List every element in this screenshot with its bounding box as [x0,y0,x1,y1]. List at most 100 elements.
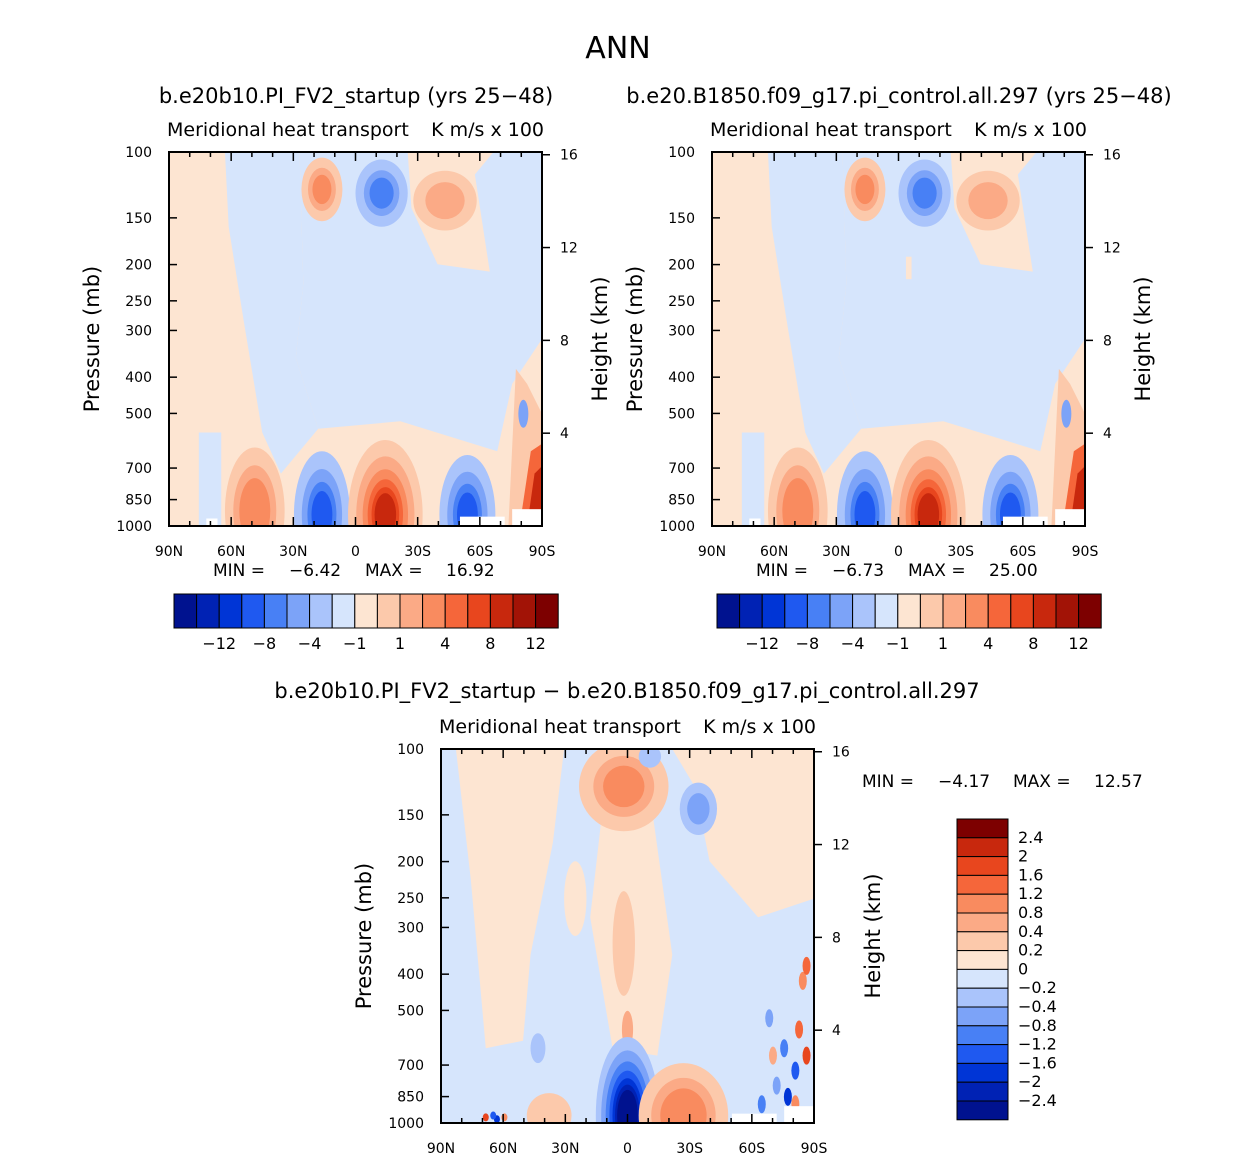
colorbar-box [956,837,1009,858]
colorbar-box [956,856,1009,876]
x-tick-label: 0 [894,544,903,560]
colorbar-box [512,593,537,629]
mid-negative-contour [530,1033,546,1064]
colorbar-label: 12 [525,634,545,653]
colorbar-label: 4 [440,634,450,653]
polar-noise-contour [791,1061,800,1080]
x-tick-label: 30N [551,1141,579,1157]
colorbar-label: 1 [938,634,948,653]
subtitle-left-1: Meridional heat transport [710,119,952,141]
colorbar-box [1032,593,1057,629]
y-axis-label-diff: Pressure (mb) [352,863,376,1010]
colorbar-box [956,1044,1009,1064]
polar-noise-contour [768,1046,777,1065]
colorbar-box [942,593,967,629]
y-tick-label: 250 [397,891,424,907]
colorbar-box [897,593,921,629]
y-tick-label: 850 [125,493,152,509]
y-tick-label: 100 [397,742,424,758]
panel-title-diff: b.e20b10.PI_FV2_startup − b.e20.B1850.f0… [274,679,979,704]
mid-positive-contour [612,891,635,996]
colorbar-box [956,1081,1009,1102]
colorbar-label: −0.4 [1018,997,1057,1016]
upper-negative-contour [369,177,394,209]
x-tick-label: 90N [155,544,183,560]
height-tick-label: 16 [1103,148,1121,164]
stats-max-value: 16.92 [446,561,495,581]
colorbar-box [1010,593,1034,629]
x-tick-label: 30N [279,544,307,560]
polar-noise-contour [802,956,811,975]
colorbar-box [444,593,469,629]
colorbar-box [874,593,899,629]
colorbar-label: −8 [253,634,277,653]
x-tick-label: 90N [427,1141,455,1157]
colorbar-box [956,1062,1009,1083]
terrain-mask [784,1106,814,1123]
terrain-mask [459,516,505,526]
colorbar-label: 12 [1068,634,1088,653]
colorbar-label: 2.4 [1018,828,1043,847]
colorbar-label: 2 [1018,847,1028,866]
x-tick-label: 90N [698,544,726,560]
x-tick-label: 90S [801,1141,828,1157]
colorbar-label: −2.4 [1018,1091,1057,1110]
height-tick-label: 12 [1103,241,1121,257]
polar-noise-contour [783,1087,792,1106]
y-tick-label: 150 [668,211,695,227]
x-tick-label: 60N [760,544,788,560]
colorbar-label: −4 [298,634,322,653]
surface-positive-contour [526,1093,572,1123]
upper-positive-contour [425,182,465,220]
y-tick-label: 1000 [659,519,695,535]
colorbar-label: −1.2 [1018,1035,1057,1054]
polar-negative-contour [518,399,529,428]
light-negative-region [198,432,222,526]
colorbar-box [173,593,198,629]
surface-negative-contour [999,492,1021,526]
y-tick-label: 100 [668,145,695,161]
x-tick-label: 60S [1009,544,1036,560]
colorbar-label: 8 [485,634,495,653]
y-tick-label: 400 [397,967,424,983]
colorbar-label: 0.4 [1018,922,1043,941]
colorbar-label: 8 [1028,634,1038,653]
colorbar-label: −1 [886,634,910,653]
polar-negative-contour [1061,399,1072,428]
upper-positive-contour [603,765,645,808]
colorbar-box [956,1100,1009,1121]
stats-min-value: −6.73 [832,561,884,581]
terrain-mask [749,518,761,526]
y-tick-label: 300 [668,323,695,339]
x-tick-label: 30S [404,544,431,560]
light-negative-region [767,152,862,474]
stats-min-value: −4.17 [938,772,990,792]
height-tick-label: 12 [560,241,578,257]
colorbar-label: −2 [1018,1072,1042,1091]
upper-negative-contour [912,177,937,209]
axes: 100 150 200 250 300 400 500 700 850 1000 16 12 8 4 90N… [388,742,850,1157]
colorbar-label: −1.6 [1018,1053,1057,1072]
height-tick-label: 8 [832,930,841,946]
polar-noise-contour [798,971,807,990]
colorbar-box [852,593,876,629]
colorbar-box [956,893,1009,914]
surface-noise-contour [490,1111,497,1120]
stats-min-label: MIN = [756,561,808,581]
colorbar-box [956,1025,1009,1046]
x-tick-label: 90S [1072,544,1099,560]
terrain-mask [512,509,542,526]
surface-positive-contour [374,493,397,526]
surface-negative-contour [311,491,333,526]
stats-right: MIN = −6.73 MAX = 25.00 [756,561,1038,581]
colorbar-label: 1.2 [1018,884,1043,903]
colorbar-box [286,593,311,629]
panel-title-right: b.e20.B1850.f09_g17.pi_control.all.297 (… [626,84,1171,109]
surface-positive-contour [660,1088,707,1123]
subtitle-left-2: Meridional heat transport [439,716,681,738]
height-tick-label: 4 [560,426,569,442]
terrain-mask [731,1113,777,1123]
colorbar-box [218,593,243,629]
contour-fills [712,152,1085,526]
